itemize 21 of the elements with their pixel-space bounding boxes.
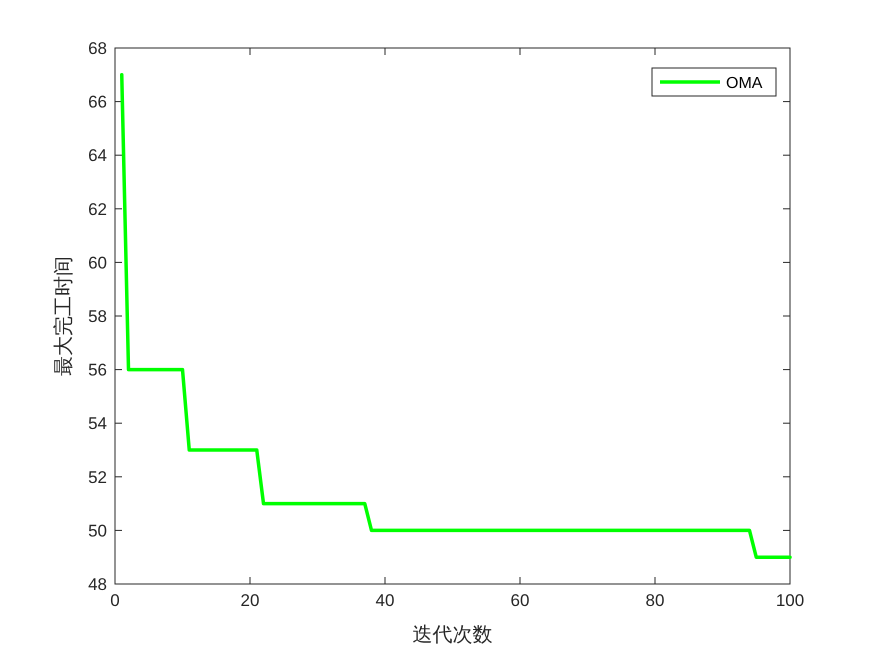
x-axis-title: 迭代次数 bbox=[412, 624, 492, 646]
x-tick-label: 20 bbox=[240, 591, 260, 610]
legend: OMA bbox=[652, 68, 776, 96]
y-tick-label: 60 bbox=[88, 253, 107, 272]
y-tick-label: 66 bbox=[88, 92, 107, 112]
legend-label: OMA bbox=[726, 75, 763, 92]
x-tick-label: 40 bbox=[376, 591, 394, 610]
x-tick-label: 0 bbox=[110, 591, 120, 610]
x-tick-label: 60 bbox=[510, 591, 530, 610]
y-tick-label: 48 bbox=[88, 575, 107, 594]
y-tick-label: 64 bbox=[88, 146, 107, 166]
x-tick-label: 80 bbox=[646, 591, 664, 610]
x-tick-label: 100 bbox=[776, 591, 804, 610]
y-tick-label: 62 bbox=[88, 200, 107, 219]
y-tick-label: 68 bbox=[88, 39, 107, 58]
y-tick-label: 54 bbox=[88, 414, 107, 434]
y-tick-label: 50 bbox=[88, 521, 107, 540]
y-tick-label: 52 bbox=[88, 468, 107, 487]
y-axis-title: 最大完工时间 bbox=[52, 256, 75, 376]
y-tick-label: 58 bbox=[88, 307, 107, 326]
y-tick-label: 56 bbox=[88, 360, 107, 380]
